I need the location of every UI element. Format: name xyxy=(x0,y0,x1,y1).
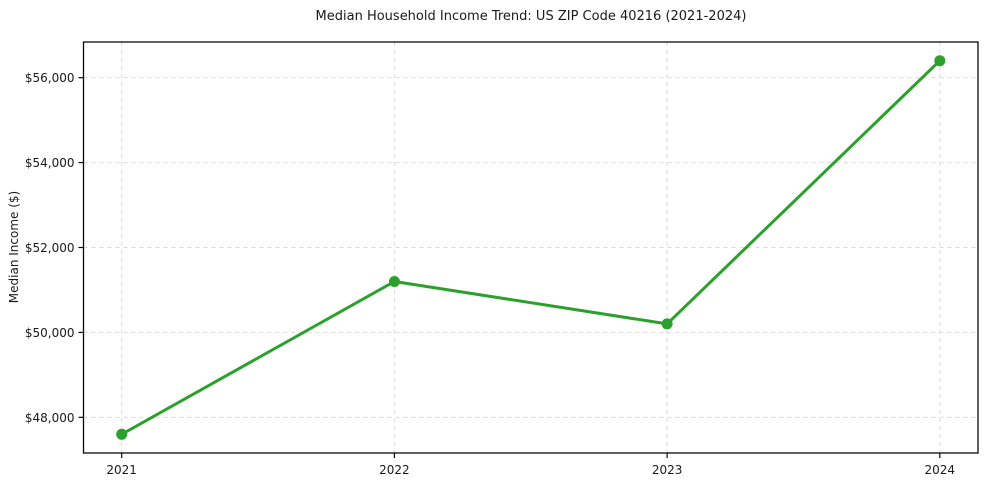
data-point-marker xyxy=(116,428,128,440)
x-tick-label: 2024 xyxy=(925,463,956,477)
chart-title: Median Household Income Trend: US ZIP Co… xyxy=(315,9,747,24)
y-tick-label: $54,000 xyxy=(25,156,75,170)
y-tick-label: $48,000 xyxy=(25,411,75,425)
y-tick-label: $56,000 xyxy=(25,71,75,85)
y-axis-label: Median Income ($) xyxy=(7,190,21,304)
x-tick-label: 2023 xyxy=(652,463,683,477)
y-tick-label: $50,000 xyxy=(25,326,75,340)
data-point-marker xyxy=(661,318,673,330)
x-tick-label: 2022 xyxy=(379,463,410,477)
y-tick-label: $52,000 xyxy=(25,241,75,255)
series-line xyxy=(120,59,942,436)
data-point-marker xyxy=(388,276,400,287)
x-tick-label: 2021 xyxy=(106,463,137,477)
data-point-marker xyxy=(934,55,946,67)
